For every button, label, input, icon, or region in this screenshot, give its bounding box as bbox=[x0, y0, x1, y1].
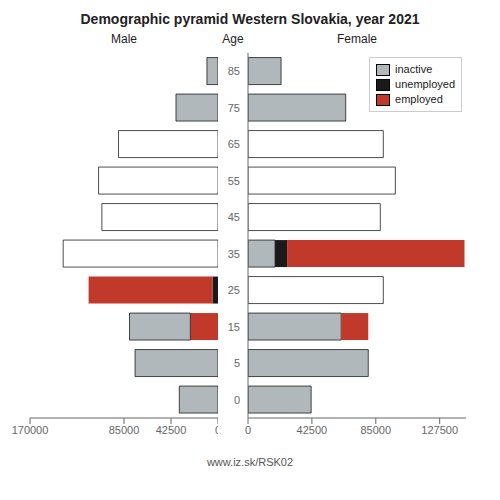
svg-text:170000: 170000 bbox=[12, 424, 49, 436]
svg-text:15: 15 bbox=[228, 321, 240, 333]
svg-text:85000: 85000 bbox=[360, 424, 391, 436]
html-text:Female: Female bbox=[337, 32, 377, 46]
svg-text:127500: 127500 bbox=[421, 424, 458, 436]
svg-text:0: 0 bbox=[215, 424, 218, 436]
svg-text:5: 5 bbox=[234, 357, 240, 369]
svg-text:35: 35 bbox=[228, 248, 240, 260]
svg-text:85000: 85000 bbox=[109, 424, 140, 436]
svg-text:85: 85 bbox=[228, 65, 240, 77]
html-text:Male: Male bbox=[111, 32, 137, 46]
html-text:Age: Age bbox=[222, 32, 244, 46]
html-text:unemployed: unemployed bbox=[395, 78, 455, 90]
html-text:www.iz.sk/RSK02: www.iz.sk/RSK02 bbox=[206, 456, 294, 468]
html-text:inactive: inactive bbox=[395, 63, 433, 75]
html-text:employed: employed bbox=[395, 93, 443, 105]
svg-text:0: 0 bbox=[234, 394, 240, 406]
svg-text:55: 55 bbox=[228, 175, 240, 187]
svg-text:0: 0 bbox=[245, 424, 251, 436]
svg-text:25: 25 bbox=[228, 284, 240, 296]
svg-text:45: 45 bbox=[228, 211, 240, 223]
svg-text:75: 75 bbox=[228, 102, 240, 114]
svg-text:65: 65 bbox=[228, 138, 240, 150]
svg-text:42500: 42500 bbox=[156, 424, 187, 436]
svg-text:42500: 42500 bbox=[297, 424, 328, 436]
html-text:Demographic pyramid Western Sl: Demographic pyramid Western Slovakia, ye… bbox=[80, 11, 420, 27]
